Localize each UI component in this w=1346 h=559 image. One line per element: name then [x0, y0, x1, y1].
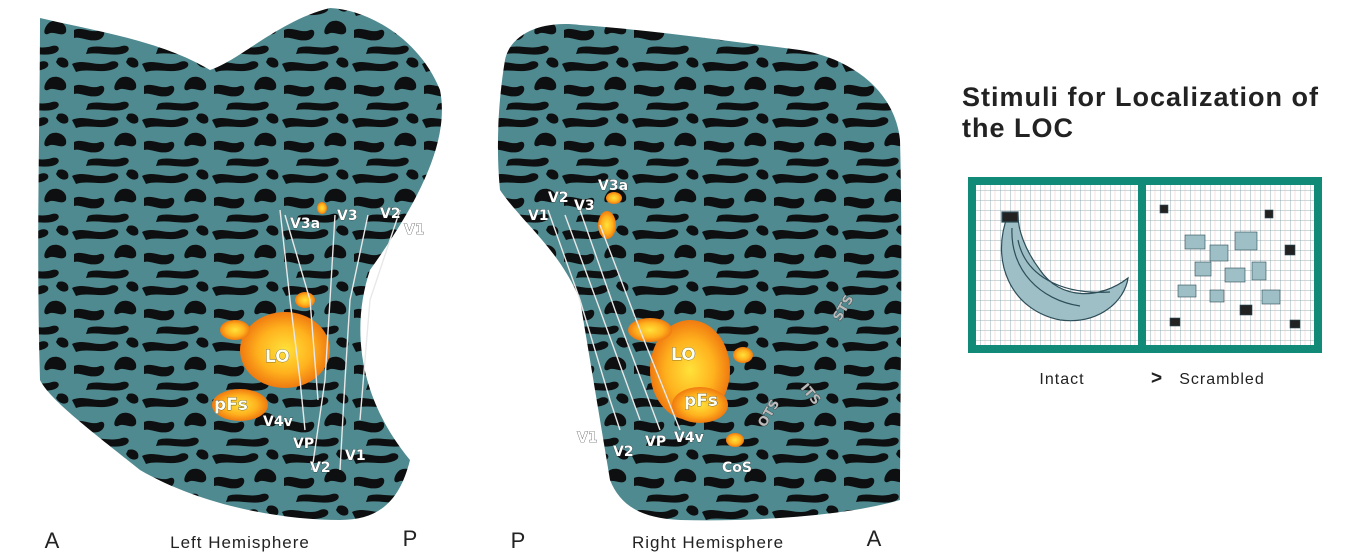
intact-label: Intact [1039, 371, 1084, 388]
area-label: V2 [310, 460, 331, 476]
area-label: V3 [574, 198, 595, 214]
area-label: V2 [380, 206, 401, 222]
area-label: V1 [577, 430, 598, 446]
area-label: V3 [337, 208, 358, 224]
area-label: pFs [214, 395, 248, 415]
area-label: V3a [598, 178, 628, 194]
left-posterior: P [403, 526, 418, 551]
right-posterior: P [511, 528, 526, 553]
intact-panel [976, 185, 1138, 345]
page: Intact > Scrambled A Left Hemisphere P P… [0, 0, 1346, 559]
area-label: V2 [613, 444, 634, 460]
scrambled-label: Scrambled [1179, 371, 1264, 388]
area-label: VP [645, 434, 666, 450]
area-label: V3a [290, 216, 320, 232]
area-label: V4v [263, 414, 293, 430]
area-label: V4v [674, 430, 704, 446]
right-caption: Right Hemisphere [632, 533, 784, 552]
area-label: pFs [684, 391, 718, 411]
area-label: V1 [404, 222, 425, 238]
area-label: V1 [528, 208, 549, 224]
stimuli-title: Stimuli for Localization of the LOC [962, 82, 1332, 144]
area-label: LO [671, 345, 696, 365]
area-label: VP [293, 436, 314, 452]
left-caption: Left Hemisphere [170, 533, 310, 552]
area-label: V2 [548, 190, 569, 206]
area-label: CoS [722, 460, 752, 476]
area-label: LO [265, 347, 290, 367]
area-label: V1 [345, 448, 366, 464]
left-anterior: A [45, 528, 60, 553]
right-anterior: A [867, 526, 882, 551]
comparator: > [1151, 368, 1163, 389]
